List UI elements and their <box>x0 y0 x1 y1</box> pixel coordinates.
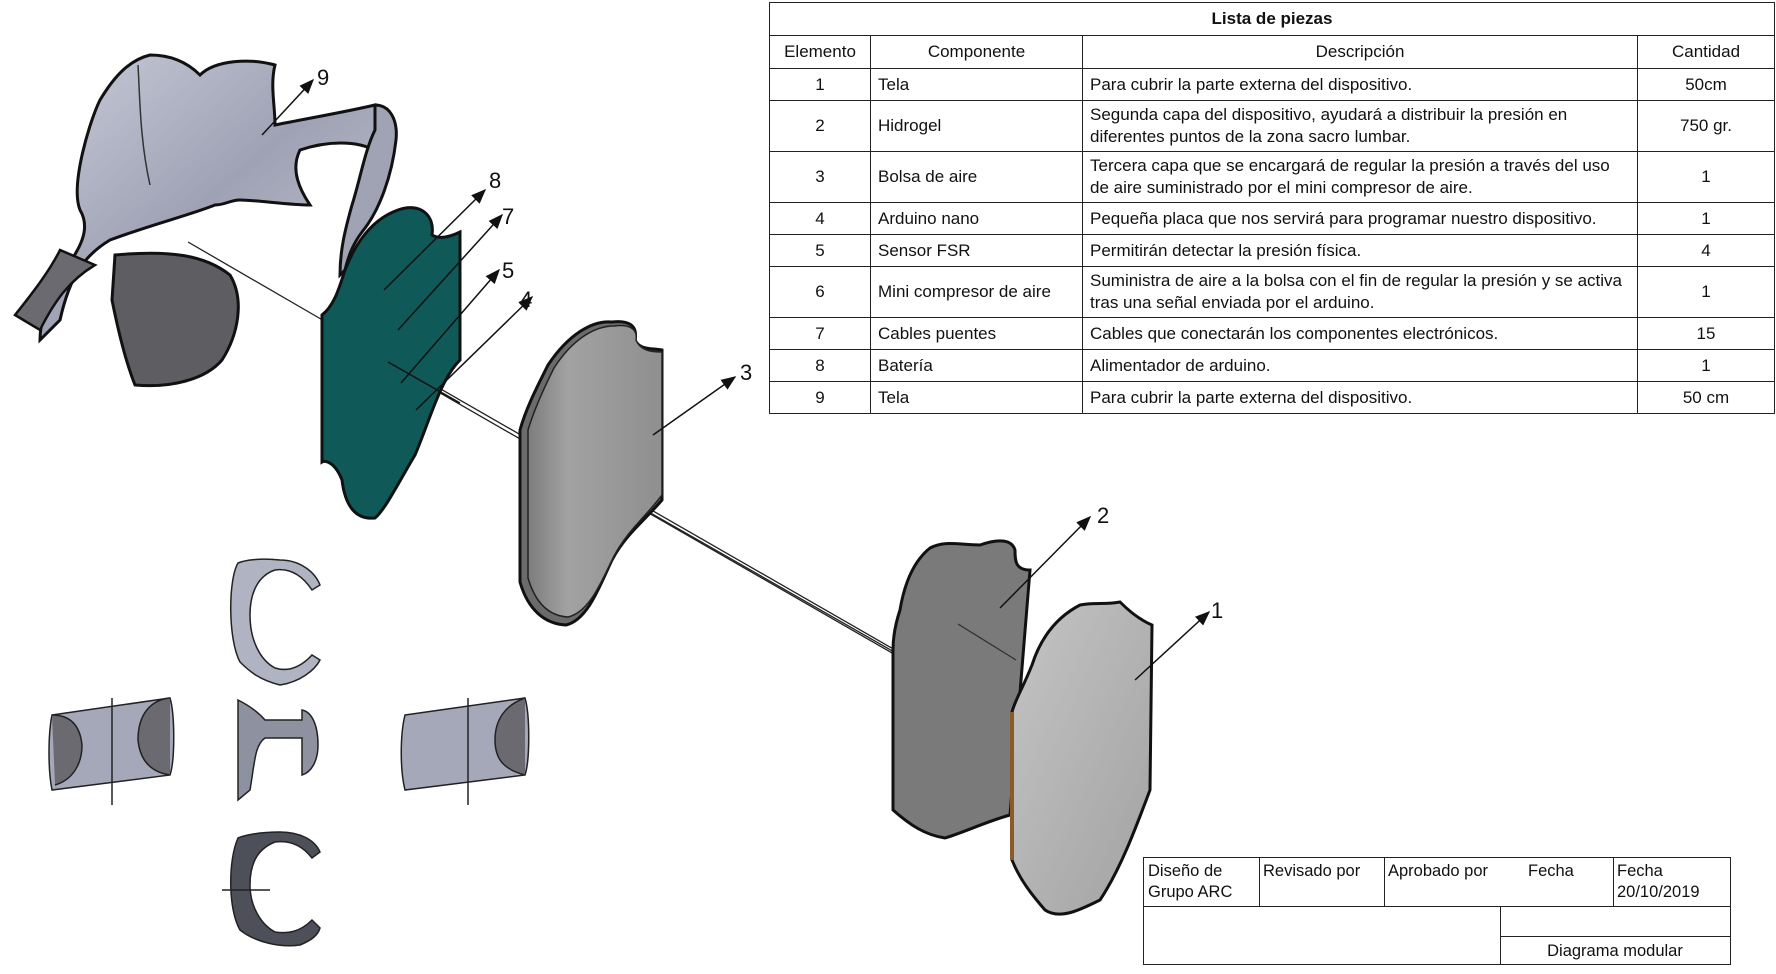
cell-componente: Tela <box>870 381 1083 414</box>
cell-cantidad: 4 <box>1637 234 1775 267</box>
callout-9: 9 <box>317 65 329 90</box>
leader-arrows <box>261 78 1211 681</box>
cell-elemento: 6 <box>769 266 871 318</box>
table-row: 3 Bolsa de aire Tercera capa que se enca… <box>769 151 1775 203</box>
col-header-componente: Componente <box>870 35 1083 69</box>
designed-by-cell: Diseño de Grupo ARC <box>1144 858 1259 906</box>
part-3-air-bag <box>518 320 664 627</box>
designed-by-label: Diseño de <box>1148 862 1223 880</box>
date-cell: Fecha 20/10/2019 <box>1613 858 1730 906</box>
drawing-name: Diagrama modular <box>1547 942 1683 960</box>
designed-by-value: Grupo ARC <box>1148 883 1233 901</box>
table-row: 6 Mini compresor de aire Suministra de a… <box>769 266 1775 318</box>
cell-componente: Arduino nano <box>870 202 1083 235</box>
view-bottom <box>230 831 321 947</box>
table-row: 5 Sensor FSR Permitirán detectar la pres… <box>769 234 1775 267</box>
parts-list-header-row: Elemento Componente Descripción Cantidad <box>769 35 1775 69</box>
title-block: Diseño de Grupo ARC Revisado por Aprobad… <box>1143 857 1731 965</box>
col-header-cantidad: Cantidad <box>1637 35 1775 69</box>
callout-1: 1 <box>1211 598 1223 623</box>
cell-elemento: 7 <box>769 317 871 350</box>
cell-elemento: 9 <box>769 381 871 414</box>
part-8-battery-board <box>320 206 462 520</box>
cell-cantidad: 1 <box>1637 266 1775 318</box>
cell-elemento: 2 <box>769 100 871 152</box>
cell-cantidad: 50cm <box>1637 68 1775 101</box>
cell-descripcion: Para cubrir la parte externa del disposi… <box>1082 68 1638 101</box>
approved-by-label: Aprobado por <box>1388 862 1488 880</box>
cell-componente: Mini compresor de aire <box>870 266 1083 318</box>
view-side <box>237 698 319 802</box>
cell-descripcion: Tercera capa que se encargará de regular… <box>1082 151 1638 203</box>
cell-descripcion: Permitirán detectar la presión física. <box>1082 234 1638 267</box>
cell-cantidad: 750 gr. <box>1637 100 1775 152</box>
cell-cantidad: 50 cm <box>1637 381 1775 414</box>
cell-descripcion: Suministra de aire a la bolsa con el fin… <box>1082 266 1638 318</box>
cell-descripcion: Cables que conectarán los componentes el… <box>1082 317 1638 350</box>
cell-componente: Sensor FSR <box>870 234 1083 267</box>
cell-componente: Hidrogel <box>870 100 1083 152</box>
cell-elemento: 8 <box>769 349 871 382</box>
callout-3: 3 <box>740 360 752 385</box>
cell-elemento: 1 <box>769 68 871 101</box>
table-row: 9 Tela Para cubrir la parte externa del … <box>769 381 1775 414</box>
callout-5: 5 <box>502 258 514 283</box>
cell-elemento: 3 <box>769 151 871 203</box>
part-9-fabric-belt <box>13 53 398 388</box>
col-header-elemento: Elemento <box>769 35 871 69</box>
parts-list-title: Lista de piezas <box>769 2 1775 36</box>
cell-cantidad: 1 <box>1637 202 1775 235</box>
date-label-2: Fecha <box>1617 862 1663 880</box>
view-top <box>229 558 321 686</box>
cell-componente: Batería <box>870 349 1083 382</box>
cell-elemento: 4 <box>769 202 871 235</box>
cell-cantidad: 15 <box>1637 317 1775 350</box>
callout-4: 4 <box>520 287 532 312</box>
part-1-outer-fabric <box>1010 600 1154 916</box>
cell-componente: Bolsa de aire <box>870 151 1083 203</box>
callout-8: 8 <box>489 168 501 193</box>
col-header-descripcion: Descripción <box>1082 35 1638 69</box>
callout-7: 7 <box>502 204 514 229</box>
reviewed-by-label: Revisado por <box>1263 862 1361 880</box>
callout-labels: 9 8 7 5 4 3 2 1 <box>317 65 1223 623</box>
table-row: 2 Hidrogel Segunda capa del dispositivo,… <box>769 100 1775 152</box>
table-row: 7 Cables puentes Cables que conectarán l… <box>769 317 1775 350</box>
cell-descripcion: Para cubrir la parte externa del disposi… <box>1082 381 1638 414</box>
cell-elemento: 5 <box>769 234 871 267</box>
cell-descripcion: Alimentador de arduino. <box>1082 349 1638 382</box>
date-value: 20/10/2019 <box>1617 883 1700 901</box>
cell-componente: Cables puentes <box>870 317 1083 350</box>
cell-descripcion: Segunda capa del dispositivo, ayudará a … <box>1082 100 1638 152</box>
cell-cantidad: 1 <box>1637 151 1775 203</box>
date-label: Fecha <box>1528 862 1574 880</box>
callout-2: 2 <box>1097 503 1109 528</box>
table-row: 1 Tela Para cubrir la parte externa del … <box>769 68 1775 101</box>
part-2-hydrogel <box>891 539 1032 840</box>
cell-cantidad: 1 <box>1637 349 1775 382</box>
table-row: 8 Batería Alimentador de arduino. 1 <box>769 349 1775 382</box>
orthographic-views <box>48 558 530 947</box>
cell-componente: Tela <box>870 68 1083 101</box>
parts-list-table: Lista de piezas Elemento Componente Desc… <box>769 2 1775 414</box>
cell-descripcion: Pequeña placa que nos servirá para progr… <box>1082 202 1638 235</box>
table-row: 4 Arduino nano Pequeña placa que nos ser… <box>769 202 1775 235</box>
